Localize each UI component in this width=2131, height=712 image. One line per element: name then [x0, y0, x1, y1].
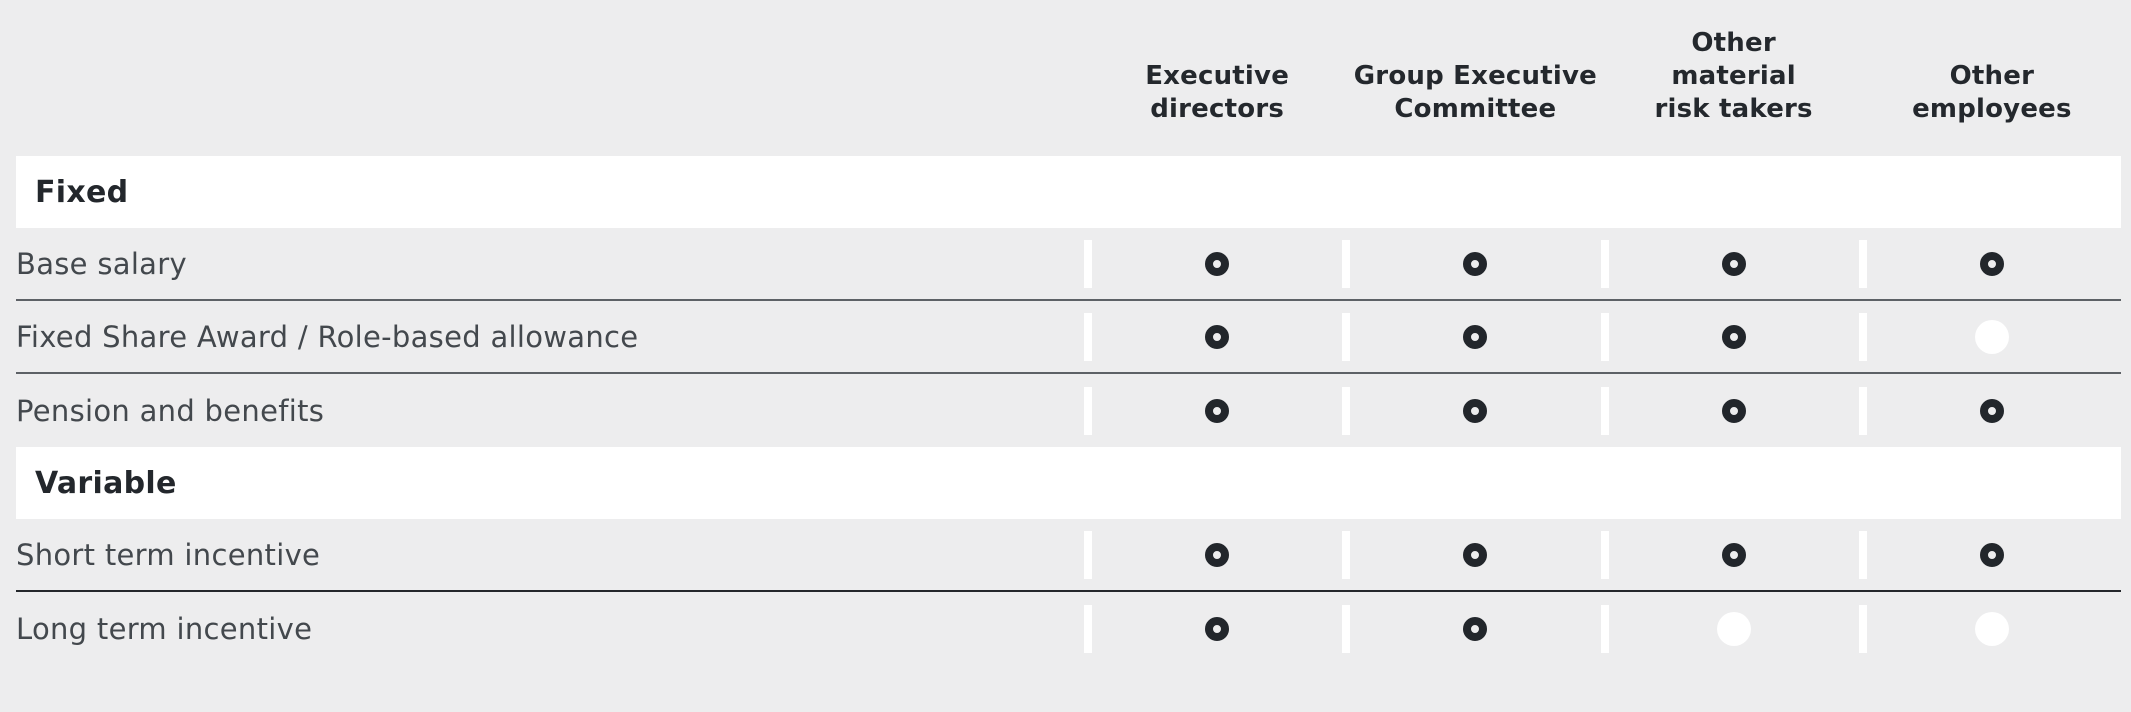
open-circle-icon — [1205, 251, 1230, 276]
table-row-fixed-share-award-role-based-allowance: Fixed Share Award / Role-based allowance — [16, 301, 2121, 374]
open-circle-icon — [1721, 542, 1746, 567]
section-title: Variable — [35, 465, 177, 501]
cell-long-term-incentive--group-executive-committee — [1342, 592, 1604, 665]
cell-fixed-share-award-role-based-allowance--group-executive-committee — [1342, 301, 1604, 372]
column-gap-bar — [1084, 530, 1092, 579]
open-circle-icon — [1721, 398, 1746, 423]
column-gap-bar — [1600, 386, 1609, 435]
table-row-base-salary: Base salary — [16, 228, 2121, 301]
open-circle-icon — [1205, 542, 1230, 567]
column-header-other-material-risk-takers: Other material risk takers — [1654, 28, 1813, 124]
cell-short-term-incentive--group-executive-committee — [1342, 519, 1604, 590]
white-filled-circle-icon — [1974, 319, 2009, 354]
column-gap-bar — [1858, 604, 1867, 653]
column-gap-bar — [1858, 239, 1867, 288]
section-header-fixed: Fixed — [16, 156, 2121, 228]
open-circle-icon — [1721, 251, 1746, 276]
open-circle-icon — [1979, 542, 2004, 567]
remuneration-table: Executive directors Group Executive Commi… — [16, 0, 2121, 665]
row-label-fixed-share-award-role-based-allowance: Fixed Share Award / Role-based allowance — [16, 319, 639, 354]
column-gap-bar — [1342, 386, 1351, 435]
column-gap-bar — [1342, 239, 1351, 288]
cell-base-salary--group-executive-committee — [1342, 228, 1604, 299]
column-header-group-executive-committee: Group Executive Committee — [1353, 61, 1597, 124]
table-row-long-term-incentive: Long term incentive — [16, 592, 2121, 665]
cell-base-salary--executive-directors — [1084, 228, 1346, 299]
column-gap-bar — [1084, 604, 1092, 653]
cell-base-salary--other-employees — [1858, 228, 2121, 299]
cell-long-term-incentive--other-material-risk-takers — [1600, 592, 1863, 665]
column-gap-bar — [1084, 386, 1092, 435]
row-label-long-term-incentive: Long term incentive — [16, 611, 313, 646]
cell-long-term-incentive--executive-directors — [1084, 592, 1346, 665]
open-circle-icon — [1463, 251, 1488, 276]
column-gap-bar — [1858, 530, 1867, 579]
cell-fixed-share-award-role-based-allowance--other-employees — [1858, 301, 2121, 372]
table-row-pension-and-benefits: Pension and benefits — [16, 374, 2121, 447]
open-circle-icon — [1463, 324, 1488, 349]
open-circle-icon — [1205, 616, 1230, 641]
column-gap-bar — [1084, 312, 1092, 361]
cell-base-salary--other-material-risk-takers — [1600, 228, 1863, 299]
cell-short-term-incentive--other-employees — [1858, 519, 2121, 590]
column-gap-bar — [1600, 604, 1609, 653]
section-title: Fixed — [35, 174, 129, 210]
open-circle-icon — [1463, 398, 1488, 423]
open-circle-icon — [1463, 616, 1488, 641]
column-gap-bar — [1084, 239, 1092, 288]
row-label-base-salary: Base salary — [16, 246, 187, 281]
open-circle-icon — [1205, 324, 1230, 349]
white-filled-circle-icon — [1974, 611, 2009, 646]
cell-short-term-incentive--other-material-risk-takers — [1600, 519, 1863, 590]
column-gap-bar — [1600, 530, 1609, 579]
cell-pension-and-benefits--other-material-risk-takers — [1600, 374, 1863, 447]
open-circle-icon — [1979, 251, 2004, 276]
column-gap-bar — [1858, 312, 1867, 361]
column-gap-bar — [1342, 604, 1351, 653]
open-circle-icon — [1463, 542, 1488, 567]
open-circle-icon — [1721, 324, 1746, 349]
open-circle-icon — [1979, 398, 2004, 423]
table-body: Fixed Base salary Fixed Share Award / Role… — [16, 156, 2121, 665]
cell-fixed-share-award-role-based-allowance--other-material-risk-takers — [1600, 301, 1863, 372]
cell-short-term-incentive--executive-directors — [1084, 519, 1346, 590]
white-filled-circle-icon — [1716, 611, 1751, 646]
column-gap-bar — [1342, 530, 1351, 579]
cell-pension-and-benefits--other-employees — [1858, 374, 2121, 447]
column-gap-bar — [1600, 239, 1609, 288]
cell-long-term-incentive--other-employees — [1858, 592, 2121, 665]
cell-pension-and-benefits--executive-directors — [1084, 374, 1346, 447]
column-gap-bar — [1342, 312, 1351, 361]
column-gap-bar — [1858, 386, 1867, 435]
cell-fixed-share-award-role-based-allowance--executive-directors — [1084, 301, 1346, 372]
row-label-short-term-incentive: Short term incentive — [16, 537, 321, 572]
open-circle-icon — [1205, 398, 1230, 423]
section-header-variable: Variable — [16, 447, 2121, 519]
column-header-other-employees: Other employees — [1912, 61, 2072, 124]
cell-pension-and-benefits--group-executive-committee — [1342, 374, 1604, 447]
table-row-short-term-incentive: Short term incentive — [16, 519, 2121, 592]
table-header-row: Executive directors Group Executive Commi… — [16, 0, 2121, 156]
column-gap-bar — [1600, 312, 1609, 361]
row-label-pension-and-benefits: Pension and benefits — [16, 393, 325, 428]
column-header-executive-directors: Executive directors — [1145, 61, 1290, 124]
